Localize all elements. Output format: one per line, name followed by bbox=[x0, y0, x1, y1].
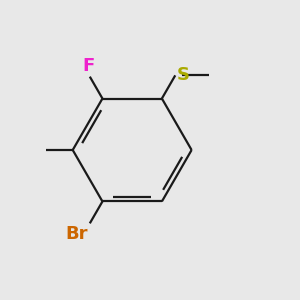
Text: Br: Br bbox=[66, 225, 88, 243]
Text: F: F bbox=[82, 57, 94, 75]
Text: S: S bbox=[177, 66, 190, 84]
